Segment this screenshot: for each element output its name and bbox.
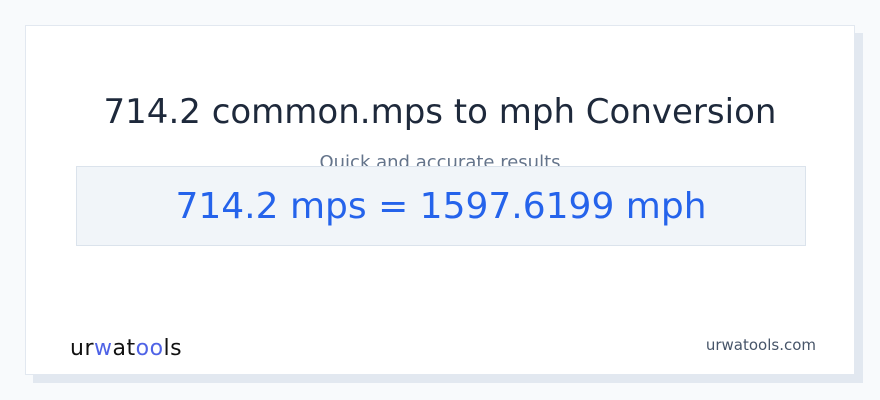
page-title: 714.2 common.mps to mph Conversion <box>103 92 777 132</box>
urwatools-logo: urwatools <box>70 336 183 361</box>
result-text: 714.2 mps = 1597.6199 mph <box>175 185 707 227</box>
conversion-card: 714.2 common.mps to mph Conversion Quick… <box>25 25 855 375</box>
result-box: 714.2 mps = 1597.6199 mph <box>76 166 806 246</box>
site-url: urwatools.com <box>705 336 816 354</box>
